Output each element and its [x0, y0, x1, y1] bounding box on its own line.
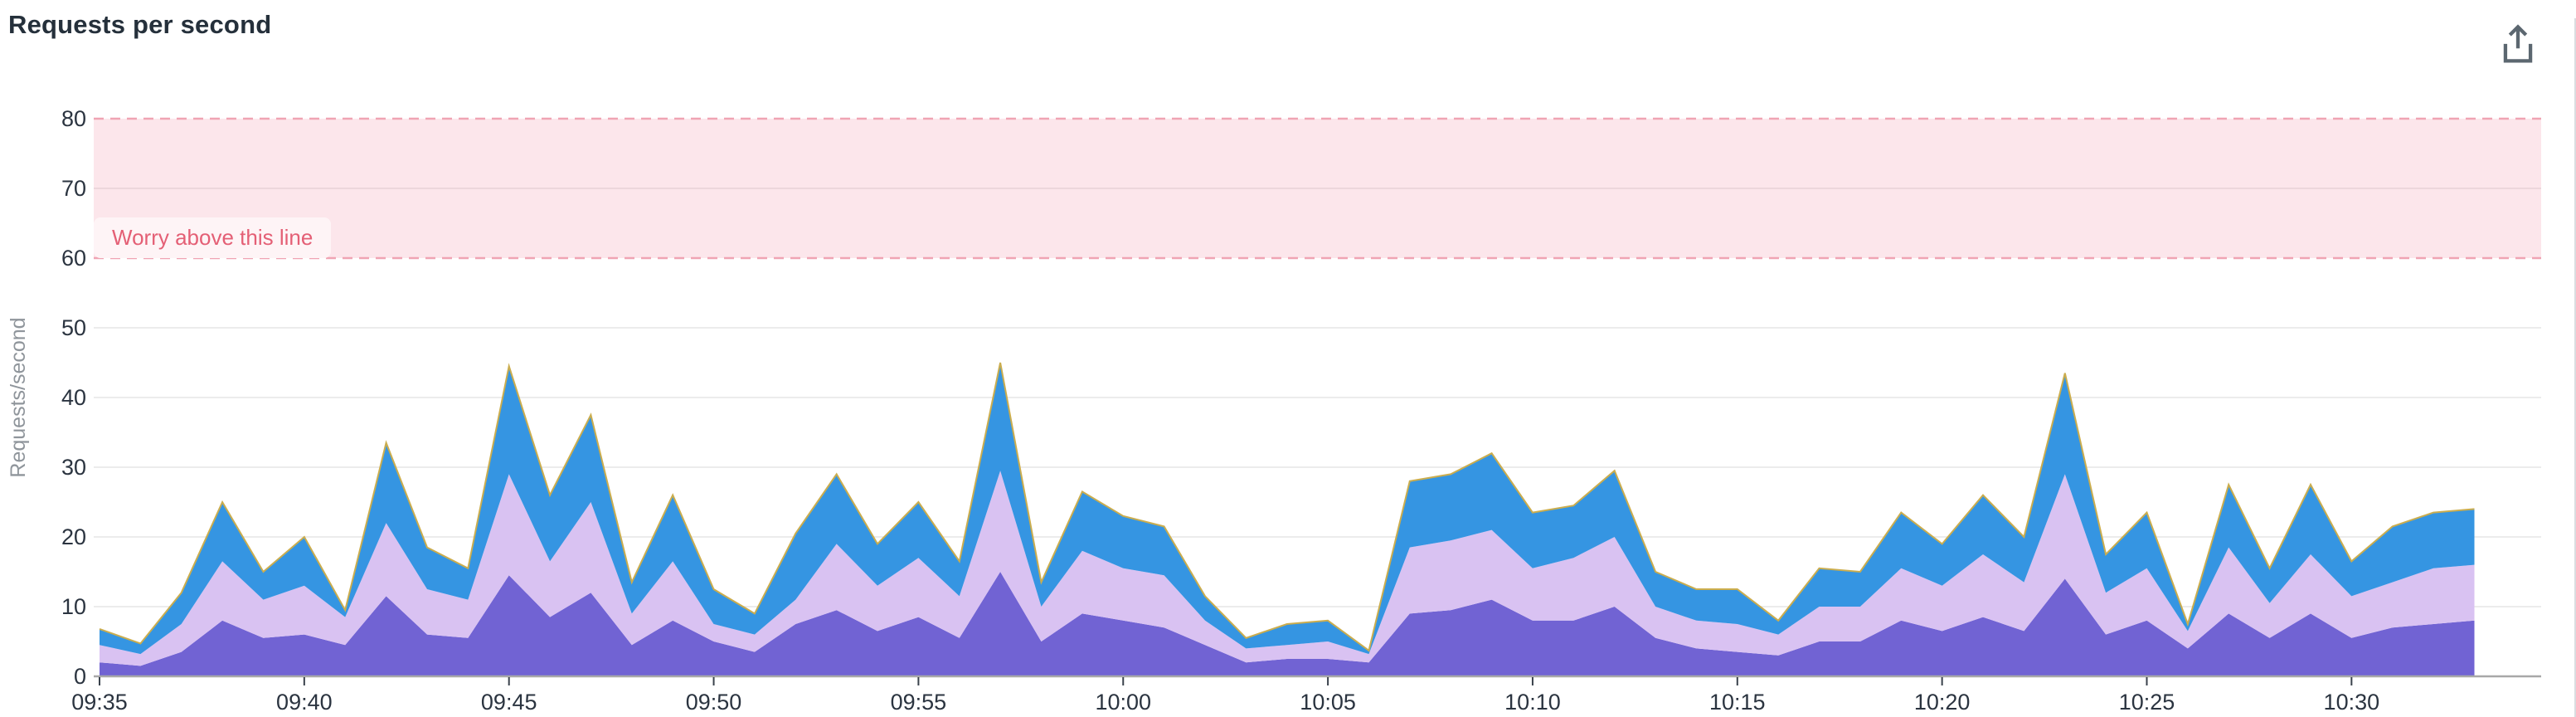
svg-text:10: 10: [61, 594, 86, 619]
svg-text:Requests/second: Requests/second: [7, 317, 30, 477]
svg-text:10:30: 10:30: [2324, 690, 2380, 715]
svg-text:09:40: 09:40: [276, 690, 333, 715]
svg-text:10:10: 10:10: [1504, 690, 1561, 715]
svg-text:20: 20: [61, 524, 86, 549]
page-title: Requests per second: [8, 10, 272, 39]
svg-text:09:50: 09:50: [686, 690, 742, 715]
svg-text:80: 80: [61, 106, 86, 131]
svg-text:09:45: 09:45: [481, 690, 537, 715]
svg-text:70: 70: [61, 176, 86, 201]
svg-text:0: 0: [74, 664, 86, 689]
export-button[interactable]: [2496, 22, 2540, 68]
svg-text:40: 40: [61, 385, 86, 410]
export-icon: [2503, 24, 2533, 63]
svg-text:09:55: 09:55: [891, 690, 947, 715]
svg-text:10:15: 10:15: [1709, 690, 1766, 715]
svg-text:10:25: 10:25: [2119, 690, 2175, 715]
svg-text:50: 50: [61, 315, 86, 340]
svg-text:60: 60: [61, 246, 86, 271]
svg-text:30: 30: [61, 455, 86, 480]
panel-right-border: [2574, 18, 2576, 717]
svg-text:10:00: 10:00: [1095, 690, 1151, 715]
svg-text:09:35: 09:35: [71, 690, 128, 715]
svg-text:10:20: 10:20: [1914, 690, 1971, 715]
threshold-label: Worry above this line: [94, 217, 332, 258]
svg-text:10:05: 10:05: [1300, 690, 1356, 715]
